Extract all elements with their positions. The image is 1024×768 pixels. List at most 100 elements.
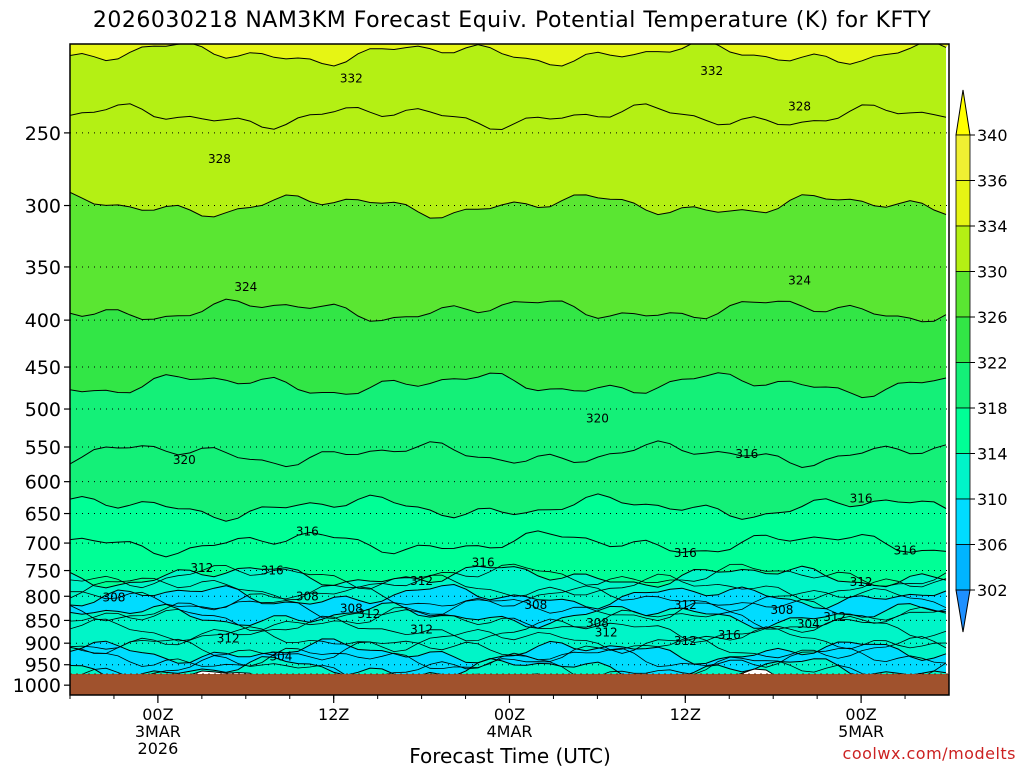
contour-line bbox=[70, 638, 947, 665]
y-tick-label: 650 bbox=[25, 504, 61, 526]
x-tick-label: 12Z bbox=[670, 705, 701, 724]
contour-line bbox=[70, 530, 947, 558]
theta-band bbox=[70, 44, 946, 130]
contour-label: 316 bbox=[472, 556, 495, 570]
contour-label: 316 bbox=[718, 628, 741, 642]
contour-label: 316 bbox=[261, 564, 284, 578]
colorbar-tick-label: 310 bbox=[977, 490, 1008, 509]
contour-line bbox=[70, 440, 947, 469]
contour-label: 320 bbox=[586, 411, 609, 425]
theta-band bbox=[70, 440, 946, 522]
contour-label: 312 bbox=[190, 561, 213, 575]
theta-band bbox=[70, 530, 946, 588]
theta-band bbox=[70, 299, 946, 398]
contour-line bbox=[70, 372, 947, 399]
colorbar: 340 336 334 330 326 322 318 314 310 306 302 bbox=[955, 89, 1008, 633]
contour-label: 304 bbox=[270, 649, 293, 663]
contour-label: 324 bbox=[234, 280, 257, 294]
theta-band bbox=[70, 372, 946, 468]
pressure-gridlines bbox=[70, 132, 949, 666]
colorbar-tick-label: 322 bbox=[977, 354, 1008, 373]
y-tick-label: 400 bbox=[25, 310, 61, 332]
theta-band bbox=[70, 656, 946, 674]
x-tick-date: 3MAR bbox=[135, 722, 181, 741]
contour-label: 312 bbox=[217, 632, 240, 646]
colorbar-tick-label: 330 bbox=[977, 263, 1008, 282]
y-tick-label: 450 bbox=[25, 357, 61, 379]
theta-band bbox=[70, 584, 946, 629]
y-tick-label: 250 bbox=[25, 123, 61, 145]
contour-line bbox=[70, 646, 947, 670]
contour-line bbox=[70, 626, 947, 654]
colorbar-segment bbox=[955, 453, 971, 500]
colorbar-segment bbox=[955, 362, 971, 409]
colorbar-tick-label: 302 bbox=[977, 581, 1008, 600]
contour-line bbox=[70, 585, 947, 612]
contour-label: 308 bbox=[771, 603, 794, 617]
credit-text: coolwx.com/modelts bbox=[842, 744, 1016, 763]
contour-line bbox=[70, 565, 947, 589]
colorbar-segment bbox=[955, 407, 971, 454]
colorbar-segment bbox=[955, 225, 971, 272]
ground bbox=[70, 674, 949, 695]
contour-label: 328 bbox=[788, 100, 811, 114]
contour-label: 308 bbox=[102, 590, 125, 604]
y-tick-label: 800 bbox=[25, 586, 61, 608]
contour-label: 332 bbox=[340, 71, 363, 85]
contour-label: 308 bbox=[524, 598, 547, 612]
contour-line bbox=[70, 298, 947, 323]
contour-line bbox=[70, 191, 947, 219]
x-tick-label: 00Z bbox=[142, 705, 173, 724]
colorbar-segment bbox=[955, 271, 971, 318]
contour-label: 312 bbox=[674, 598, 697, 612]
theta-band bbox=[70, 103, 946, 219]
contour-label: 320 bbox=[173, 453, 196, 467]
colorbar-segment bbox=[955, 316, 971, 363]
contour-label: 316 bbox=[894, 543, 917, 557]
contour-line bbox=[70, 598, 947, 622]
y-tick-label: 550 bbox=[25, 437, 61, 459]
colorbar-tick-label: 306 bbox=[977, 536, 1008, 555]
contour-label: 316 bbox=[850, 492, 873, 506]
colorbar-max-arrow bbox=[955, 89, 971, 136]
contour-label: 312 bbox=[850, 575, 873, 589]
contour-line bbox=[70, 606, 947, 631]
contour-label: 308 bbox=[586, 616, 609, 630]
x-tick-label: 00Z bbox=[845, 705, 876, 724]
y-tick-label: 950 bbox=[25, 655, 61, 677]
contour-label: 312 bbox=[410, 623, 433, 637]
theta-e-field bbox=[70, 44, 949, 674]
x-tick-label: 12Z bbox=[318, 705, 349, 724]
x-tick-date: 5MAR bbox=[838, 722, 884, 741]
contour-line bbox=[70, 44, 947, 67]
contour-label: 316 bbox=[735, 447, 758, 461]
colorbar-tick-label: 336 bbox=[977, 172, 1008, 191]
colorbar-segment bbox=[955, 544, 971, 591]
contour-line bbox=[70, 615, 947, 643]
contour-line bbox=[70, 656, 947, 674]
contour-label: 312 bbox=[823, 610, 846, 624]
contour-line bbox=[70, 573, 947, 601]
contour-line bbox=[70, 103, 947, 131]
colorbar-tick-label: 314 bbox=[977, 445, 1008, 464]
colorbar-tick-label: 326 bbox=[977, 308, 1008, 327]
y-tick-label: 700 bbox=[25, 533, 61, 555]
colorbar-segment bbox=[955, 134, 971, 181]
colorbar-tick-label: 340 bbox=[977, 126, 1008, 145]
y-tick-label: 850 bbox=[25, 610, 61, 632]
colorbar-min-arrow bbox=[955, 589, 971, 633]
contour-label: 328 bbox=[208, 152, 231, 166]
y-axis: 2503003504004505005506006507007508008509… bbox=[13, 123, 70, 697]
contour-label: 312 bbox=[357, 607, 380, 621]
contour-label: 308 bbox=[296, 589, 319, 603]
y-tick-label: 600 bbox=[25, 472, 61, 494]
x-tick-date: 4MAR bbox=[486, 722, 532, 741]
theta-band bbox=[70, 192, 946, 322]
theta-band bbox=[70, 44, 949, 66]
chart-title: 2026030218 NAM3KM Forecast Equiv. Potent… bbox=[92, 8, 932, 33]
contour-label: 308 bbox=[340, 602, 363, 616]
colorbar-tick-label: 318 bbox=[977, 399, 1008, 418]
y-tick-label: 500 bbox=[25, 399, 61, 421]
